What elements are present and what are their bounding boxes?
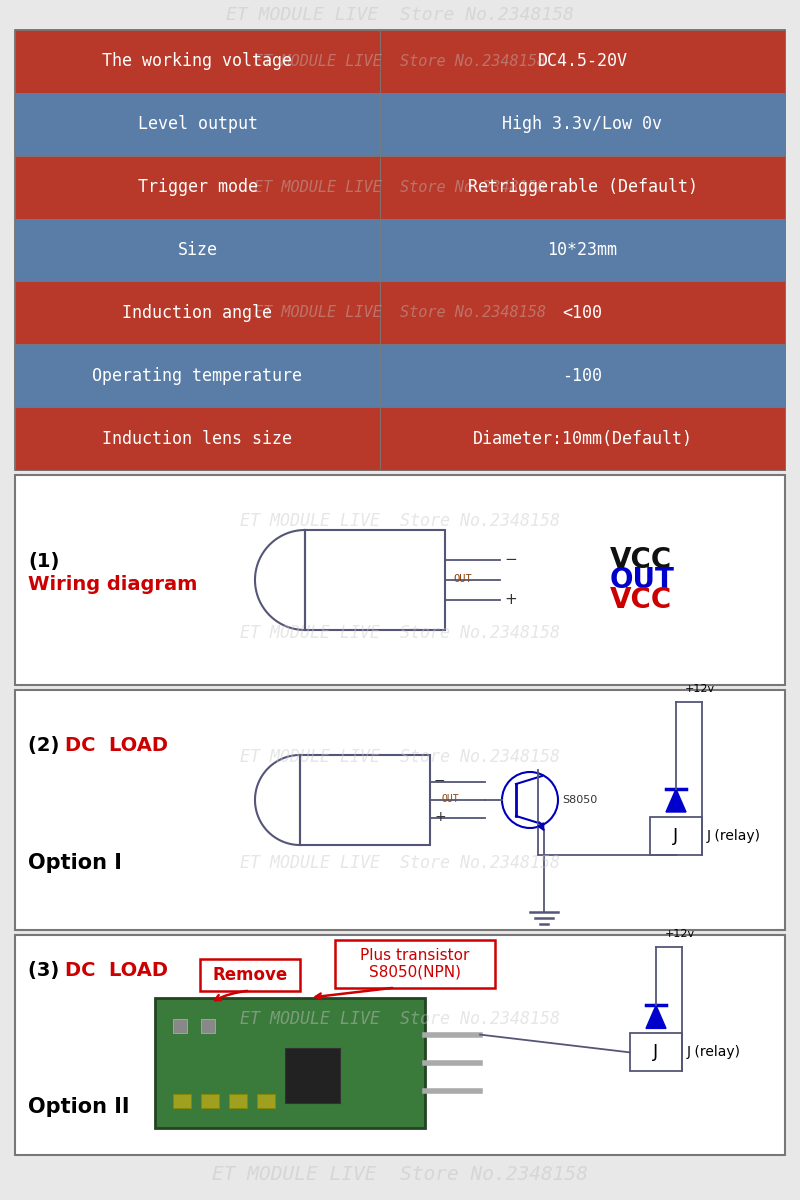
Text: (1): (1) bbox=[28, 552, 59, 571]
Text: ET MODULE LIVE  Store No.2348158: ET MODULE LIVE Store No.2348158 bbox=[240, 512, 560, 530]
Text: (2): (2) bbox=[28, 736, 73, 755]
Text: DC  LOAD: DC LOAD bbox=[65, 736, 168, 755]
Text: 10*23mm: 10*23mm bbox=[547, 241, 618, 259]
FancyBboxPatch shape bbox=[650, 817, 702, 854]
FancyBboxPatch shape bbox=[257, 1093, 275, 1108]
Text: Operating temperature: Operating temperature bbox=[93, 367, 302, 385]
FancyBboxPatch shape bbox=[15, 935, 785, 1154]
FancyBboxPatch shape bbox=[15, 92, 380, 156]
FancyBboxPatch shape bbox=[173, 1019, 187, 1032]
Text: S8050(NPN): S8050(NPN) bbox=[369, 964, 461, 979]
Text: +: + bbox=[434, 810, 446, 824]
Text: Trigger mode: Trigger mode bbox=[138, 178, 258, 196]
Text: +12v: +12v bbox=[685, 684, 715, 694]
Text: -100: -100 bbox=[562, 367, 602, 385]
Text: +: + bbox=[504, 592, 517, 606]
Polygon shape bbox=[666, 790, 686, 812]
Polygon shape bbox=[646, 1006, 666, 1028]
FancyBboxPatch shape bbox=[229, 1093, 247, 1108]
Text: Wiring diagram: Wiring diagram bbox=[28, 576, 198, 594]
Text: ET MODULE LIVE  Store No.2348158: ET MODULE LIVE Store No.2348158 bbox=[254, 180, 546, 194]
Text: −: − bbox=[504, 552, 517, 566]
FancyBboxPatch shape bbox=[15, 30, 380, 92]
Text: VCC: VCC bbox=[610, 546, 672, 574]
Text: <100: <100 bbox=[562, 304, 602, 322]
Text: (3): (3) bbox=[28, 961, 73, 979]
Text: ET MODULE LIVE  Store No.2348158: ET MODULE LIVE Store No.2348158 bbox=[254, 305, 546, 320]
FancyBboxPatch shape bbox=[380, 407, 785, 470]
Text: J: J bbox=[674, 827, 678, 845]
Text: Induction angle: Induction angle bbox=[122, 304, 273, 322]
FancyBboxPatch shape bbox=[300, 755, 430, 845]
FancyBboxPatch shape bbox=[380, 30, 785, 92]
Text: OUT: OUT bbox=[453, 574, 472, 584]
Text: ET MODULE LIVE  Store No.2348158: ET MODULE LIVE Store No.2348158 bbox=[240, 624, 560, 642]
FancyBboxPatch shape bbox=[335, 940, 495, 988]
Text: J (relay): J (relay) bbox=[687, 1045, 741, 1060]
Text: ET MODULE LIVE  Store No.2348158: ET MODULE LIVE Store No.2348158 bbox=[240, 854, 560, 871]
Text: Retriggerable (Default): Retriggerable (Default) bbox=[467, 178, 698, 196]
FancyBboxPatch shape bbox=[201, 1093, 219, 1108]
Text: −: − bbox=[434, 774, 446, 788]
Text: Plus transistor: Plus transistor bbox=[360, 948, 470, 964]
Text: ET MODULE LIVE  Store No.2348158: ET MODULE LIVE Store No.2348158 bbox=[226, 6, 574, 24]
Text: ET MODULE LIVE  Store No.2348158: ET MODULE LIVE Store No.2348158 bbox=[240, 749, 560, 767]
Text: S8050: S8050 bbox=[562, 794, 598, 805]
Text: Remove: Remove bbox=[212, 966, 288, 984]
FancyBboxPatch shape bbox=[380, 92, 785, 156]
FancyBboxPatch shape bbox=[15, 156, 380, 218]
FancyBboxPatch shape bbox=[305, 530, 445, 630]
FancyBboxPatch shape bbox=[201, 1019, 215, 1032]
Text: OUT: OUT bbox=[610, 566, 675, 594]
FancyBboxPatch shape bbox=[15, 218, 380, 282]
Text: Diameter:10mm(Default): Diameter:10mm(Default) bbox=[473, 430, 693, 448]
FancyBboxPatch shape bbox=[200, 959, 300, 991]
Text: J (relay): J (relay) bbox=[707, 829, 761, 842]
FancyBboxPatch shape bbox=[380, 344, 785, 407]
FancyBboxPatch shape bbox=[15, 344, 380, 407]
FancyBboxPatch shape bbox=[630, 1033, 682, 1072]
FancyBboxPatch shape bbox=[380, 156, 785, 218]
Text: DC4.5-20V: DC4.5-20V bbox=[538, 53, 627, 71]
Text: Size: Size bbox=[178, 241, 218, 259]
Text: OUT: OUT bbox=[442, 794, 460, 804]
Text: Level output: Level output bbox=[138, 115, 258, 133]
Text: Option II: Option II bbox=[28, 1097, 130, 1116]
FancyBboxPatch shape bbox=[15, 282, 380, 344]
Text: Induction lens size: Induction lens size bbox=[102, 430, 293, 448]
Text: The working voltage: The working voltage bbox=[102, 53, 293, 71]
FancyBboxPatch shape bbox=[173, 1093, 191, 1108]
FancyBboxPatch shape bbox=[155, 997, 425, 1128]
FancyBboxPatch shape bbox=[15, 475, 785, 685]
Text: ET MODULE LIVE  Store No.2348158: ET MODULE LIVE Store No.2348158 bbox=[254, 54, 546, 68]
Text: ET MODULE LIVE  Store No.2348158: ET MODULE LIVE Store No.2348158 bbox=[212, 1165, 588, 1184]
FancyBboxPatch shape bbox=[15, 407, 380, 470]
Text: +12v: +12v bbox=[665, 929, 695, 938]
Text: VCC: VCC bbox=[610, 586, 672, 614]
Text: Option I: Option I bbox=[28, 853, 122, 872]
FancyBboxPatch shape bbox=[380, 282, 785, 344]
Text: DC  LOAD: DC LOAD bbox=[65, 961, 168, 979]
FancyBboxPatch shape bbox=[15, 690, 785, 930]
Text: High 3.3v/Low 0v: High 3.3v/Low 0v bbox=[502, 115, 662, 133]
FancyBboxPatch shape bbox=[285, 1048, 340, 1103]
Text: J: J bbox=[654, 1043, 658, 1061]
Text: ET MODULE LIVE  Store No.2348158: ET MODULE LIVE Store No.2348158 bbox=[240, 1009, 560, 1027]
FancyBboxPatch shape bbox=[380, 218, 785, 282]
